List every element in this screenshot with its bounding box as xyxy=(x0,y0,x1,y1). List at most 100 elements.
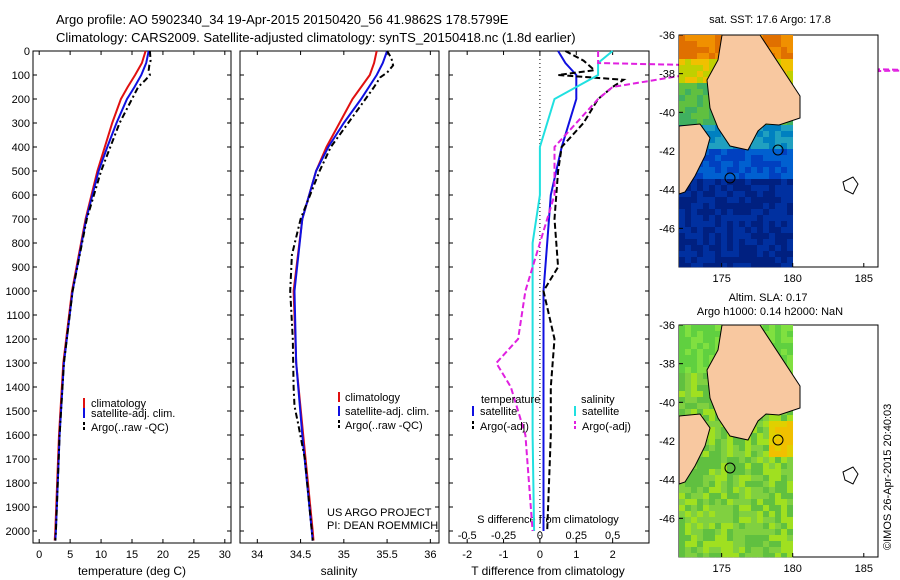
field-cell xyxy=(781,239,788,246)
field-cell xyxy=(733,215,740,222)
field-cell xyxy=(727,263,734,268)
field-cell xyxy=(781,47,788,54)
chatham-island xyxy=(842,466,859,485)
field-cell xyxy=(739,439,746,446)
field-cell xyxy=(709,59,716,66)
field-cell xyxy=(691,541,698,548)
satellite-adj-line xyxy=(54,50,150,541)
field-cell xyxy=(685,65,692,72)
temp-argo-diff-line xyxy=(542,50,627,532)
field-cell xyxy=(679,203,686,210)
field-cell xyxy=(709,239,716,246)
field-cell xyxy=(715,451,722,458)
field-cell xyxy=(775,245,782,252)
field-cell xyxy=(679,505,686,512)
field-cell xyxy=(739,511,746,518)
field-cell xyxy=(739,215,746,222)
field-cell xyxy=(781,541,788,548)
field-cell xyxy=(745,161,752,168)
field-cell xyxy=(721,173,728,180)
field-cell xyxy=(775,463,782,470)
field-cell xyxy=(703,101,710,108)
field-cell xyxy=(697,409,704,416)
field-cell xyxy=(721,499,728,506)
field-cell xyxy=(763,427,770,434)
field-cell xyxy=(757,505,764,512)
field-cell xyxy=(685,71,692,78)
field-cell xyxy=(685,245,692,252)
field-cell xyxy=(703,239,710,246)
field-cell xyxy=(745,463,752,470)
field-cell xyxy=(703,71,710,78)
field-cell xyxy=(763,185,770,192)
field-cell xyxy=(733,263,740,268)
field-cell xyxy=(709,233,716,240)
x-tick-label: 5 xyxy=(67,549,73,561)
field-cell xyxy=(721,433,728,440)
field-cell xyxy=(751,493,758,500)
field-cell xyxy=(685,373,692,380)
field-cell xyxy=(739,463,746,470)
argo-float-marker xyxy=(772,144,784,156)
legend-label-climatology: climatology xyxy=(345,392,401,404)
field-cell xyxy=(679,47,686,54)
field-cell xyxy=(733,475,740,482)
argo-line xyxy=(289,50,395,541)
field-cell xyxy=(739,185,746,192)
field-cell xyxy=(781,337,788,344)
field-cell xyxy=(685,239,692,246)
field-cell xyxy=(769,511,776,518)
field-cell xyxy=(685,499,692,506)
field-cell xyxy=(703,119,710,126)
field-cell xyxy=(721,161,728,168)
field-cell xyxy=(691,71,698,78)
field-cell xyxy=(679,511,686,518)
field-cell xyxy=(697,239,704,246)
field-cell xyxy=(769,457,776,464)
field-cell xyxy=(727,457,734,464)
salinity-legend: climatology satellite-adj. clim. Argo(..… xyxy=(338,392,429,432)
field-cell xyxy=(769,553,776,558)
field-cell xyxy=(679,355,686,362)
legend-label-temp-satellite: satellite xyxy=(480,406,517,418)
field-cell xyxy=(745,505,752,512)
x-tick-label: 34.5 xyxy=(290,549,311,561)
field-cell xyxy=(769,131,776,138)
y-tick-label: 1300 xyxy=(6,358,30,370)
field-cell xyxy=(697,457,704,464)
field-cell xyxy=(775,457,782,464)
field-cell xyxy=(757,463,764,470)
field-cell xyxy=(787,457,794,464)
field-cell xyxy=(697,385,704,392)
field-cell xyxy=(763,463,770,470)
field-cell xyxy=(781,149,788,156)
field-cell xyxy=(739,257,746,264)
field-cell xyxy=(781,487,788,494)
field-cell xyxy=(745,251,752,258)
field-cell xyxy=(739,209,746,216)
north-island-land xyxy=(706,324,801,441)
field-cell xyxy=(757,553,764,558)
north-island-land xyxy=(706,34,801,151)
field-cell xyxy=(691,47,698,54)
field-cell xyxy=(781,191,788,198)
field-cell xyxy=(757,173,764,180)
field-cell xyxy=(769,331,776,338)
field-cell xyxy=(715,131,722,138)
field-cell xyxy=(679,331,686,338)
field-cell xyxy=(775,227,782,234)
field-cell xyxy=(751,451,758,458)
field-cell xyxy=(769,227,776,234)
field-cell xyxy=(685,221,692,228)
field-cell xyxy=(691,251,698,258)
field-cell xyxy=(769,337,776,344)
field-cell xyxy=(769,535,776,542)
field-cell xyxy=(781,433,788,440)
field-cell xyxy=(775,197,782,204)
field-cell xyxy=(769,499,776,506)
y-tick-label: 1700 xyxy=(6,454,30,466)
field-cell xyxy=(733,245,740,252)
field-cell xyxy=(679,487,686,494)
field-cell xyxy=(733,257,740,264)
field-cell xyxy=(775,167,782,174)
